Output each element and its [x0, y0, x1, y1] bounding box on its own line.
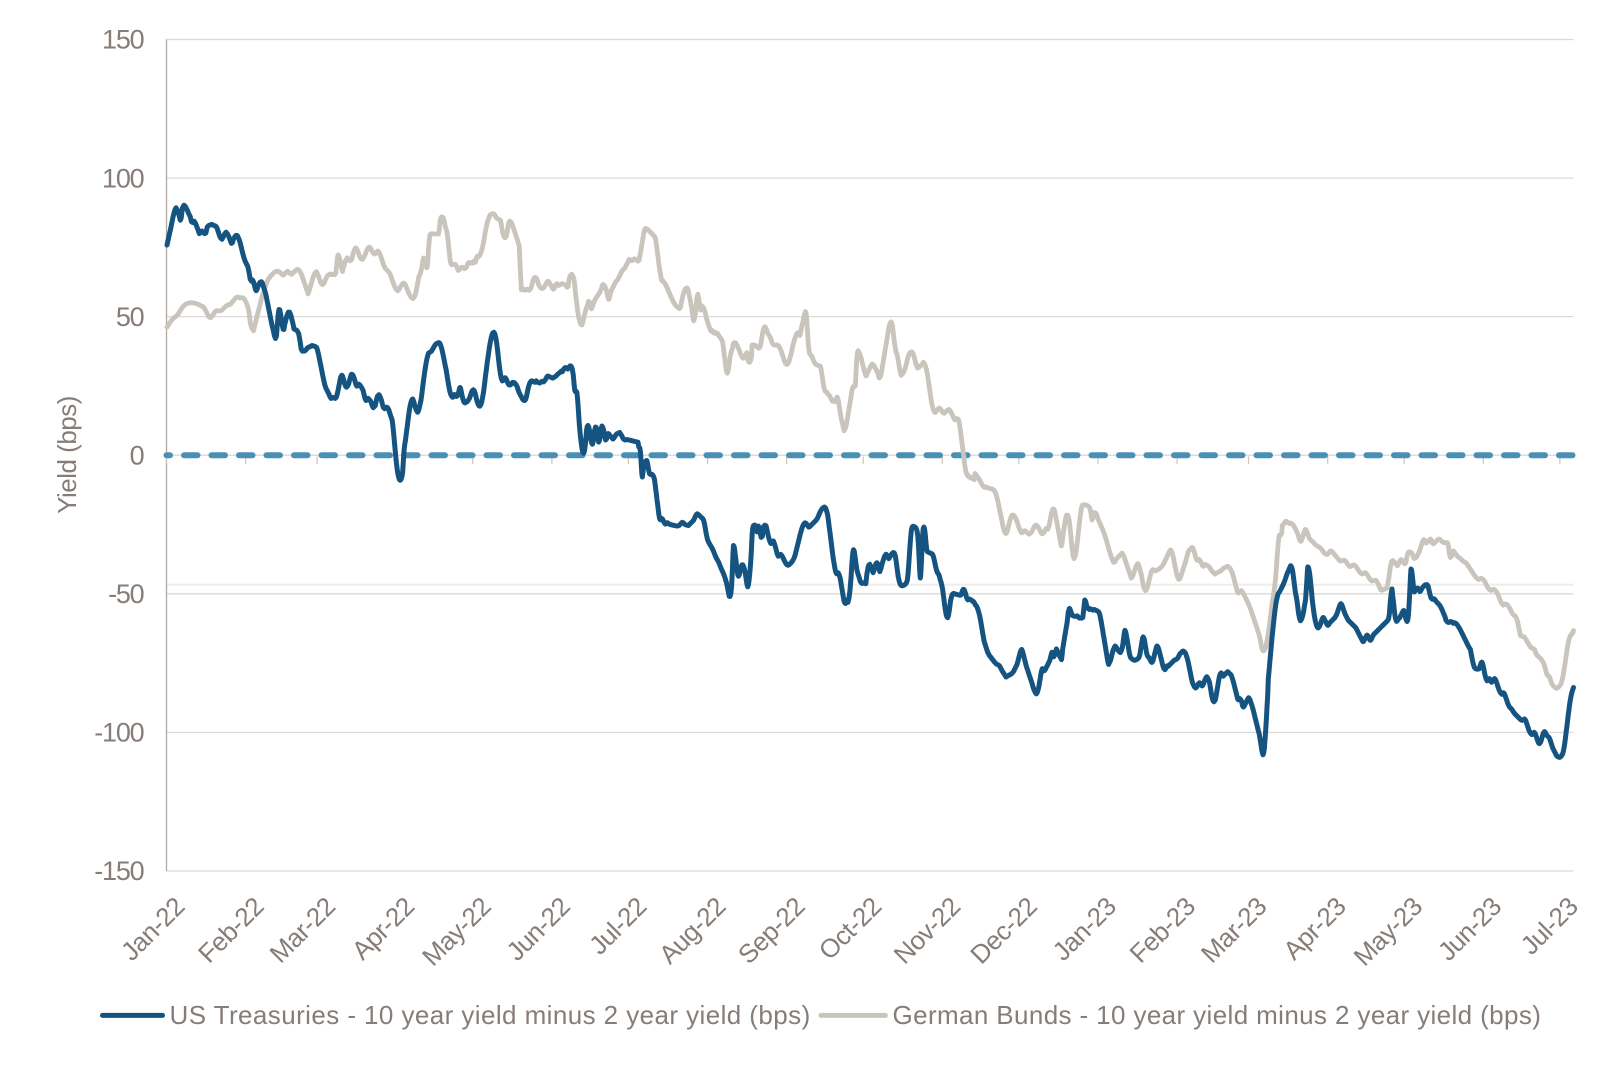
svg-text:-50: -50 [108, 579, 144, 609]
svg-text:Yield (bps): Yield (bps) [52, 396, 82, 514]
svg-text:-150: -150 [94, 856, 143, 886]
svg-text:-100: -100 [94, 718, 143, 748]
svg-text:50: 50 [116, 302, 144, 332]
svg-text:German Bunds - 10 year yield m: German Bunds - 10 year yield minus 2 yea… [893, 1000, 1542, 1030]
svg-text:150: 150 [102, 25, 144, 55]
svg-text:US Treasuries - 10 year yield: US Treasuries - 10 year yield minus 2 ye… [170, 1000, 811, 1030]
svg-text:0: 0 [130, 440, 144, 470]
svg-text:100: 100 [102, 163, 144, 193]
